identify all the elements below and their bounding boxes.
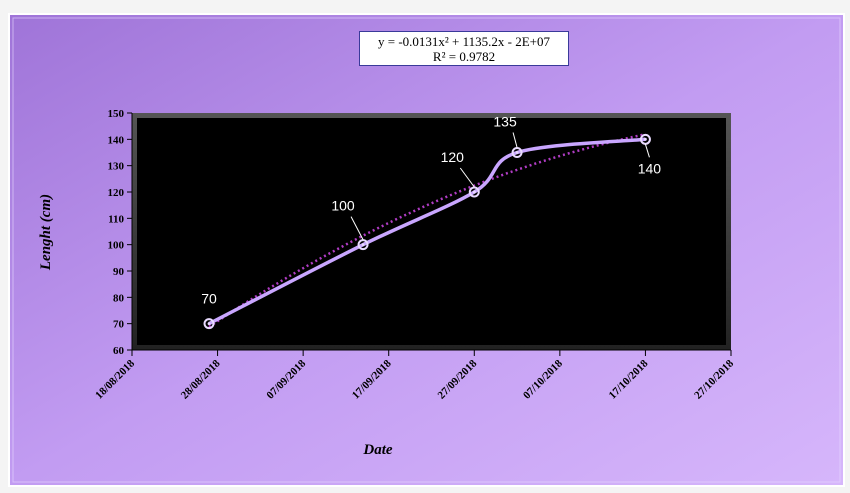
x-axis-title: Date bbox=[362, 442, 393, 458]
y-tick-label: 120 bbox=[108, 187, 125, 199]
trendline bbox=[208, 132, 646, 328]
y-axis: 60 70 80 90 100 110 120 130 140 150 bbox=[108, 108, 133, 357]
trendline-equation-box: y = -0.0131x² + 1135.2x - 2E+07 R² = 0.9… bbox=[359, 31, 569, 66]
series-line bbox=[208, 137, 646, 326]
data-labels: 70 100 120 135 140 bbox=[201, 114, 661, 307]
label-leader-line bbox=[512, 132, 518, 148]
data-series bbox=[203, 133, 651, 330]
data-label: 70 bbox=[201, 291, 217, 307]
label-leader-line bbox=[459, 167, 475, 188]
plot-area bbox=[137, 118, 726, 345]
y-axis-title: Lenght (cm) bbox=[38, 194, 54, 271]
y-tick-label: 70 bbox=[113, 319, 125, 331]
label-leader-line bbox=[644, 144, 650, 158]
y-tick-label: 100 bbox=[108, 240, 125, 252]
label-leader-line bbox=[350, 216, 364, 240]
y-tick-label: 130 bbox=[108, 161, 125, 173]
y-tick-label: 90 bbox=[113, 266, 125, 278]
trendline-equation: y = -0.0131x² + 1135.2x - 2E+07 bbox=[377, 34, 550, 49]
data-label: 135 bbox=[493, 114, 517, 130]
data-label: 120 bbox=[441, 149, 465, 165]
data-point bbox=[639, 133, 651, 145]
data-point bbox=[357, 239, 369, 251]
data-point bbox=[203, 318, 215, 330]
data-point bbox=[468, 186, 480, 198]
data-point bbox=[511, 147, 523, 158]
data-label: 100 bbox=[331, 198, 355, 214]
y-tick-label: 140 bbox=[108, 134, 125, 146]
y-tick-label: 150 bbox=[108, 108, 125, 120]
y-tick-label: 60 bbox=[113, 345, 125, 357]
y-tick-label: 80 bbox=[113, 292, 125, 304]
trendline-path bbox=[208, 132, 646, 328]
y-tick-label: 110 bbox=[108, 213, 124, 225]
trendline-r-squared: R² = 0.9782 bbox=[432, 49, 496, 64]
data-label: 140 bbox=[638, 160, 662, 176]
